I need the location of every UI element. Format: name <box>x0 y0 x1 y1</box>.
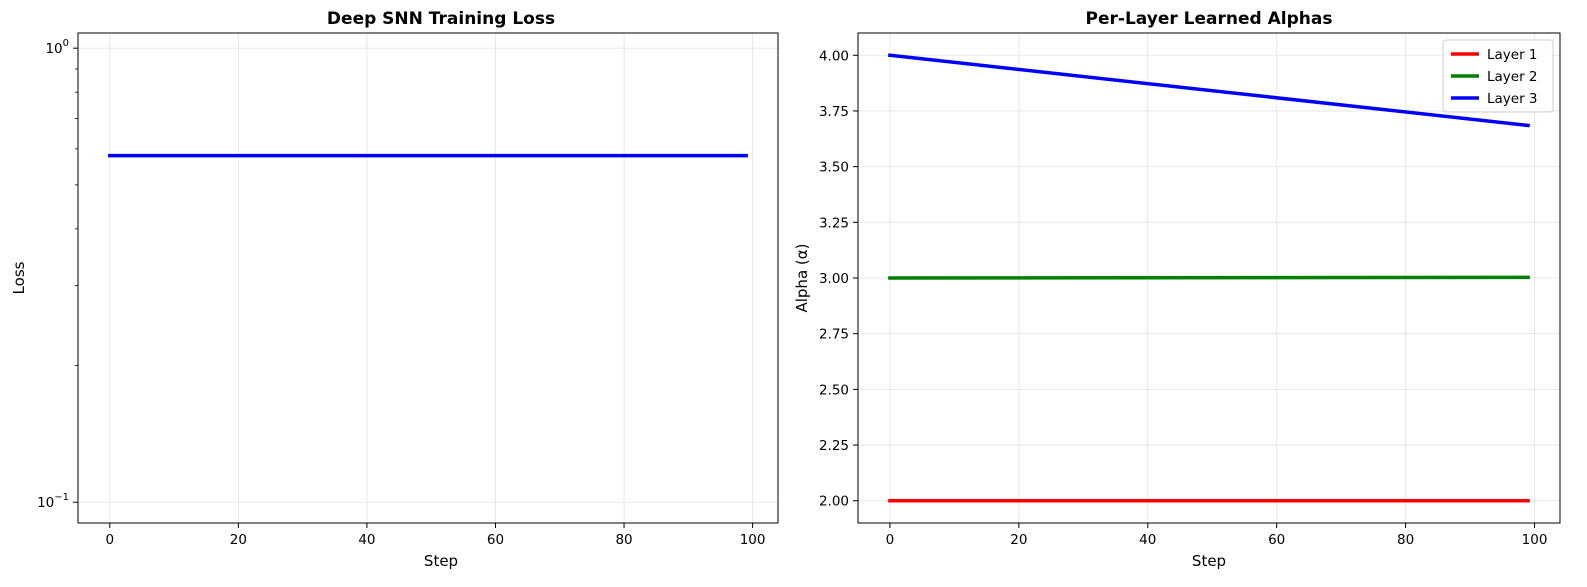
x-tick-label: 0 <box>886 532 895 548</box>
x-tick-label: 0 <box>106 532 115 548</box>
x-tick-label: 80 <box>1397 532 1414 548</box>
y-tick-label: 4.00 <box>819 48 849 64</box>
x-tick-label: 60 <box>1268 532 1285 548</box>
x-axis-label: Step <box>1192 552 1226 570</box>
y-axis-label: Alpha (α) <box>793 243 811 312</box>
y-tick-label: 3.50 <box>819 160 849 176</box>
chart-training-loss: Deep SNN Training Loss Step Loss 0 20 40 60… <box>10 9 779 570</box>
legend: Layer 1 Layer 2 Layer 3 <box>1442 39 1554 113</box>
series-group <box>887 53 1531 503</box>
x-tick-label: 80 <box>615 532 632 548</box>
y-tick-label: 3.00 <box>819 271 849 287</box>
grid <box>78 33 778 523</box>
x-tick-label: 20 <box>1010 532 1027 548</box>
x-tick-label: 40 <box>358 532 375 548</box>
series-line-layer-3 <box>887 53 1531 128</box>
y-tick-label: 2.00 <box>819 494 849 510</box>
y-tick-label: 2.25 <box>819 438 849 454</box>
y-tick-label: 2.50 <box>819 382 849 398</box>
y-tick-label: 100 <box>45 38 69 57</box>
y-axis-label: Loss <box>10 261 28 294</box>
chart-title: Per-Layer Learned Alphas <box>1086 9 1333 29</box>
x-tick-label: 40 <box>1139 532 1156 548</box>
legend-label: Layer 3 <box>1487 91 1538 107</box>
x-tick-label: 100 <box>1522 532 1548 548</box>
series-line-layer-2 <box>888 275 1530 280</box>
axes-frame <box>77 32 779 524</box>
y-tick-label: 10−1 <box>37 492 69 511</box>
x-tick-label: 60 <box>487 532 504 548</box>
y-tick-label: 3.25 <box>819 215 849 231</box>
legend-label: Layer 2 <box>1487 69 1538 85</box>
chart-learned-alphas: Per-Layer Learned Alphas Step Alpha (α) … <box>793 9 1561 570</box>
chart-title: Deep SNN Training Loss <box>327 9 555 29</box>
x-tick-label: 100 <box>740 532 766 548</box>
legend-label: Layer 1 <box>1487 47 1538 63</box>
y-tick-label: 2.75 <box>819 327 849 343</box>
legend-box <box>1442 39 1554 113</box>
x-axis-label: Step <box>424 552 458 570</box>
x-tick-label: 20 <box>230 532 247 548</box>
y-tick-label: 3.75 <box>819 104 849 120</box>
